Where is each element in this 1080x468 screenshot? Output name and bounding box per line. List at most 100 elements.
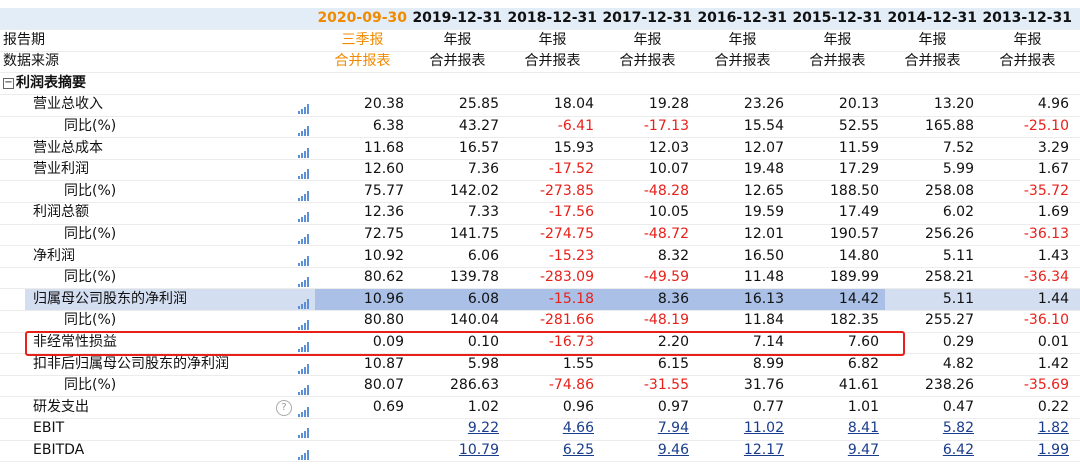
row-label: 归属母公司股东的净利润	[33, 290, 187, 307]
value-cell: 75.77	[363, 182, 404, 199]
chart-icon[interactable]	[298, 144, 310, 158]
row-divider	[0, 72, 1080, 74]
value-link[interactable]: 7.94	[657, 420, 689, 437]
value-cell: 11.48	[743, 269, 784, 286]
value-cell: 80.80	[363, 312, 404, 329]
chart-icon[interactable]	[298, 446, 310, 460]
value-cell: 12.60	[363, 161, 404, 178]
chart-icon-svg	[298, 169, 309, 180]
row-divider	[0, 266, 1080, 268]
value-cell: 7.36	[467, 161, 499, 178]
chart-icon[interactable]	[298, 208, 310, 223]
value-cell: 12.03	[648, 139, 689, 156]
row-divider	[0, 461, 1080, 463]
row-divider	[0, 29, 1080, 31]
value-cell: 3.29	[1037, 139, 1069, 156]
value-cell: 16.57	[458, 139, 499, 156]
chart-icon[interactable]	[298, 381, 310, 396]
chart-icon-svg	[298, 450, 309, 460]
value-cell: 189.99	[830, 269, 879, 286]
value-link[interactable]: 11.02	[743, 420, 784, 437]
value-cell: 141.75	[450, 226, 499, 242]
value-link[interactable]: 1.82	[1037, 420, 1069, 437]
value-cell: 12.65	[743, 182, 784, 199]
value-link[interactable]: 9.47	[847, 442, 879, 458]
value-link[interactable]: 6.25	[562, 442, 594, 458]
value-link[interactable]: 1.99	[1037, 442, 1069, 458]
value-link[interactable]: 10.79	[458, 442, 499, 458]
value-link[interactable]: 9.46	[657, 442, 689, 458]
value-link[interactable]: 8.41	[847, 420, 879, 437]
value-cell: 11.84	[743, 312, 784, 329]
header-bg	[0, 8, 1080, 30]
value-cell: 18.04	[553, 96, 594, 113]
value-cell: 0.10	[467, 334, 499, 350]
value-cell: 6.08	[467, 290, 499, 307]
period: 三季报	[341, 31, 384, 48]
help-icon[interactable]: ?	[276, 399, 292, 416]
period: 年报	[823, 31, 852, 48]
value-cell: 6.82	[847, 355, 879, 372]
value-cell: 12.36	[363, 204, 404, 221]
value-cell: 255.27	[925, 312, 974, 329]
value-cell: 5.99	[942, 161, 974, 178]
value-cell: 0.97	[657, 398, 689, 415]
value-cell: 20.13	[838, 96, 879, 113]
value-link[interactable]: 9.22	[467, 420, 499, 437]
chart-icon[interactable]	[298, 122, 310, 136]
collapse-toggle[interactable]: −	[3, 76, 14, 89]
row-label: 同比(%)	[64, 226, 117, 242]
chart-icon[interactable]	[298, 230, 310, 244]
chart-icon[interactable]	[298, 360, 310, 374]
row-divider	[0, 439, 1080, 441]
chart-icon-svg	[298, 363, 309, 374]
chart-icon[interactable]	[298, 338, 310, 352]
value-cell: 11.59	[838, 139, 879, 156]
row-label: 营业总成本	[33, 139, 103, 156]
cell-highlight	[885, 288, 1080, 311]
chart-icon[interactable]	[298, 100, 310, 115]
value-cell: 1.42	[1037, 355, 1069, 372]
row-divider	[0, 245, 1080, 247]
value-cell: 20.38	[363, 96, 404, 113]
value-cell: 5.11	[942, 290, 974, 307]
value-cell: -35.69	[1023, 377, 1069, 394]
value-cell: -48.72	[643, 226, 689, 242]
value-cell: 7.60	[847, 334, 879, 350]
value-link[interactable]: 6.42	[942, 442, 974, 458]
row-divider	[0, 180, 1080, 182]
chart-icon-svg	[298, 147, 309, 158]
value-cell: 14.80	[838, 247, 879, 264]
chart-icon[interactable]	[298, 403, 310, 417]
row-label: 同比(%)	[64, 269, 117, 286]
chart-icon[interactable]	[298, 252, 310, 266]
value-link[interactable]: 4.66	[562, 420, 594, 437]
value-cell: 8.99	[752, 355, 784, 372]
chart-icon-svg	[298, 406, 309, 417]
value-cell: 165.88	[925, 118, 974, 134]
chart-icon-svg	[298, 320, 309, 331]
value-cell: 10.05	[648, 204, 689, 221]
value-link[interactable]: 5.82	[942, 420, 974, 437]
chart-icon-svg	[298, 190, 309, 201]
red-annotation-box	[25, 331, 905, 356]
source: 合并报表	[334, 53, 391, 70]
value-cell: 4.82	[942, 355, 974, 372]
chart-icon[interactable]	[298, 187, 310, 201]
value-cell: 13.20	[933, 96, 974, 113]
row-divider	[0, 137, 1080, 139]
value-link[interactable]: 12.17	[743, 442, 784, 458]
value-cell: 7.14	[752, 334, 784, 350]
chart-icon[interactable]	[298, 295, 310, 309]
chart-icon[interactable]	[298, 424, 310, 439]
chart-icon[interactable]	[298, 316, 310, 331]
value-cell: 0.69	[372, 398, 404, 415]
chart-icon[interactable]	[298, 273, 310, 288]
chart-icon[interactable]	[298, 165, 310, 180]
value-cell: 256.26	[925, 226, 974, 242]
date-header: 2019-12-31	[412, 10, 502, 26]
value-cell: -15.23	[548, 247, 594, 264]
value-cell: 286.63	[450, 377, 499, 394]
chart-icon-svg	[298, 342, 309, 352]
